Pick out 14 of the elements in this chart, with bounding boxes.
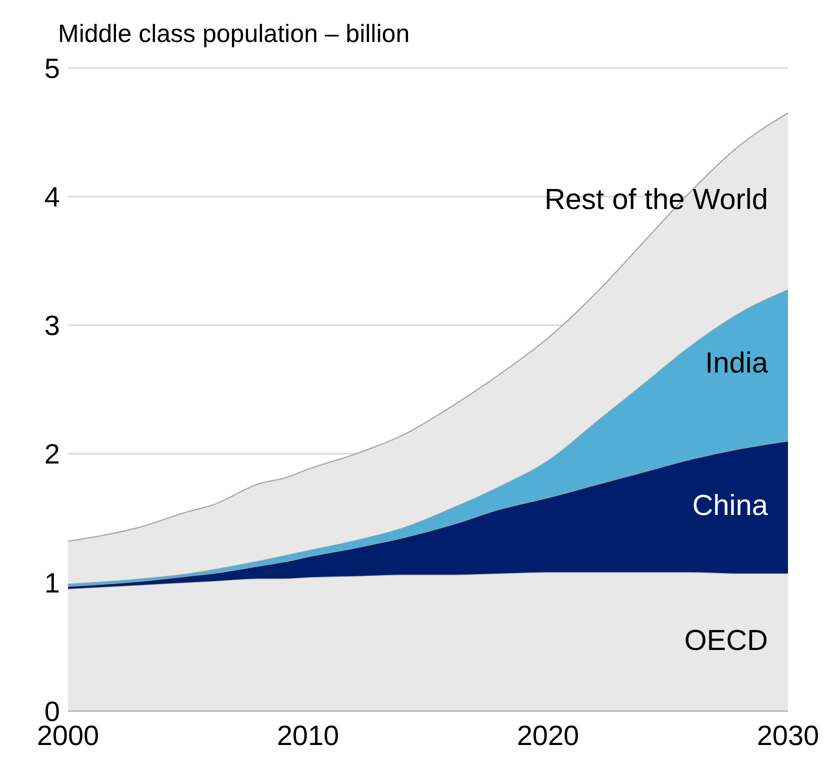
y-axis-title: Middle class population – billion bbox=[58, 20, 410, 48]
y-tick-label: 2 bbox=[44, 438, 60, 470]
series-label: China bbox=[692, 490, 769, 522]
y-tick-label: 4 bbox=[44, 182, 60, 213]
series-label: OECD bbox=[684, 624, 768, 657]
y-tick-label: 5 bbox=[44, 52, 60, 84]
x-tick-label: 2010 bbox=[276, 720, 340, 751]
y-tick-label: 3 bbox=[44, 310, 60, 342]
x-tick-label: 2030 bbox=[756, 720, 820, 751]
y-tick-label: 1 bbox=[44, 567, 60, 598]
series-label: India bbox=[705, 348, 769, 380]
series-label: Rest of the World bbox=[544, 184, 768, 216]
x-tick-label: 2020 bbox=[516, 720, 580, 751]
y-tick-label: 0 bbox=[44, 696, 60, 727]
